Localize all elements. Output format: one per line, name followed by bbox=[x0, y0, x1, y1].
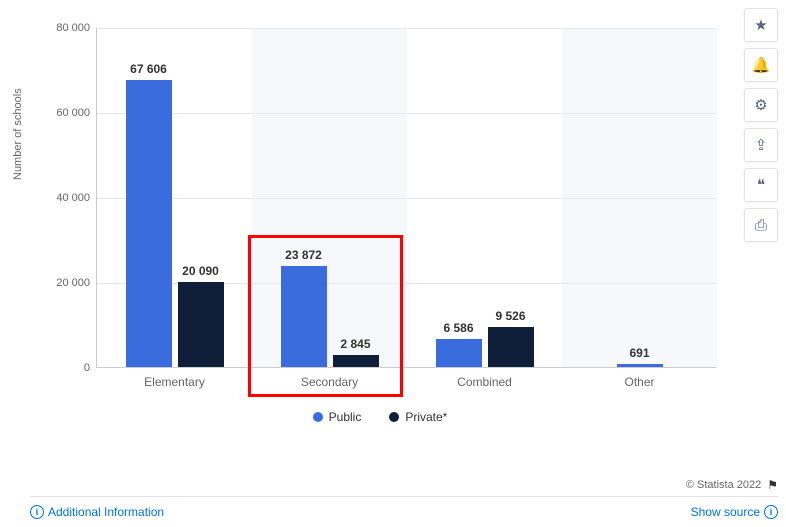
toolbar: ★ 🔔 ⚙ ⇪ ❝ ⎙ bbox=[744, 8, 778, 242]
show-source-label: Show source bbox=[691, 505, 760, 519]
chart-container: Number of schools 67 60620 090Elementary… bbox=[30, 10, 730, 460]
legend: Public Private* bbox=[30, 410, 730, 424]
ytick-label: 0 bbox=[30, 362, 90, 374]
favorite-icon: ★ bbox=[754, 16, 767, 34]
bar-value-label: 23 872 bbox=[285, 248, 322, 262]
bar[interactable]: 6 586 bbox=[436, 339, 482, 367]
bar-value-label: 67 606 bbox=[130, 62, 167, 76]
ytick-label: 20 000 bbox=[30, 277, 90, 289]
y-axis-label: Number of schools bbox=[12, 88, 24, 180]
flag-icon[interactable]: ⚑ bbox=[767, 478, 778, 492]
category-group: 691Other bbox=[562, 28, 717, 367]
bar-value-label: 6 586 bbox=[443, 321, 473, 335]
bar[interactable]: 67 606 bbox=[126, 80, 172, 367]
legend-swatch-private bbox=[389, 412, 399, 422]
notify-button[interactable]: 🔔 bbox=[744, 48, 778, 82]
legend-label: Public bbox=[329, 410, 362, 424]
bar[interactable]: 23 872 bbox=[281, 266, 327, 367]
copyright-row: © Statista 2022 ⚑ bbox=[686, 478, 778, 492]
legend-item-private[interactable]: Private* bbox=[389, 410, 447, 424]
bar[interactable]: 2 845 bbox=[333, 355, 379, 367]
plot-area: 67 60620 090Elementary23 8722 845Seconda… bbox=[96, 28, 716, 368]
ytick-label: 40 000 bbox=[30, 192, 90, 204]
bar[interactable]: 20 090 bbox=[178, 282, 224, 367]
category-group: 23 8722 845Secondary bbox=[252, 28, 407, 367]
bar[interactable]: 691 bbox=[617, 364, 663, 367]
ytick-label: 60 000 bbox=[30, 107, 90, 119]
category-group: 6 5869 526Combined bbox=[407, 28, 562, 367]
category-group: 67 60620 090Elementary bbox=[97, 28, 252, 367]
copyright-text: © Statista 2022 bbox=[686, 479, 761, 491]
show-source-link[interactable]: Show source i bbox=[691, 505, 778, 519]
notify-icon: 🔔 bbox=[752, 56, 771, 74]
bar[interactable]: 9 526 bbox=[488, 327, 534, 367]
legend-swatch-public bbox=[313, 412, 323, 422]
bar-value-label: 691 bbox=[629, 346, 649, 360]
settings-icon: ⚙ bbox=[754, 96, 767, 114]
info-icon: i bbox=[30, 505, 44, 519]
print-icon: ⎙ bbox=[755, 217, 767, 234]
print-button[interactable]: ⎙ bbox=[744, 208, 778, 242]
xtick-label: Elementary bbox=[144, 375, 205, 389]
xtick-label: Other bbox=[624, 375, 654, 389]
footer: i Additional Information Show source i bbox=[30, 496, 778, 519]
share-button[interactable]: ⇪ bbox=[744, 128, 778, 162]
additional-info-link[interactable]: i Additional Information bbox=[30, 505, 164, 519]
ytick-label: 80 000 bbox=[30, 22, 90, 34]
share-icon: ⇪ bbox=[755, 136, 768, 154]
bar-value-label: 20 090 bbox=[182, 264, 219, 278]
cite-button[interactable]: ❝ bbox=[744, 168, 778, 202]
cite-icon: ❝ bbox=[757, 176, 765, 194]
info-icon: i bbox=[764, 505, 778, 519]
legend-label: Private* bbox=[405, 410, 447, 424]
favorite-button[interactable]: ★ bbox=[744, 8, 778, 42]
additional-info-label: Additional Information bbox=[48, 505, 164, 519]
bar-value-label: 2 845 bbox=[340, 337, 370, 351]
settings-button[interactable]: ⚙ bbox=[744, 88, 778, 122]
legend-item-public[interactable]: Public bbox=[313, 410, 362, 424]
xtick-label: Secondary bbox=[301, 375, 358, 389]
xtick-label: Combined bbox=[457, 375, 512, 389]
bar-value-label: 9 526 bbox=[495, 309, 525, 323]
